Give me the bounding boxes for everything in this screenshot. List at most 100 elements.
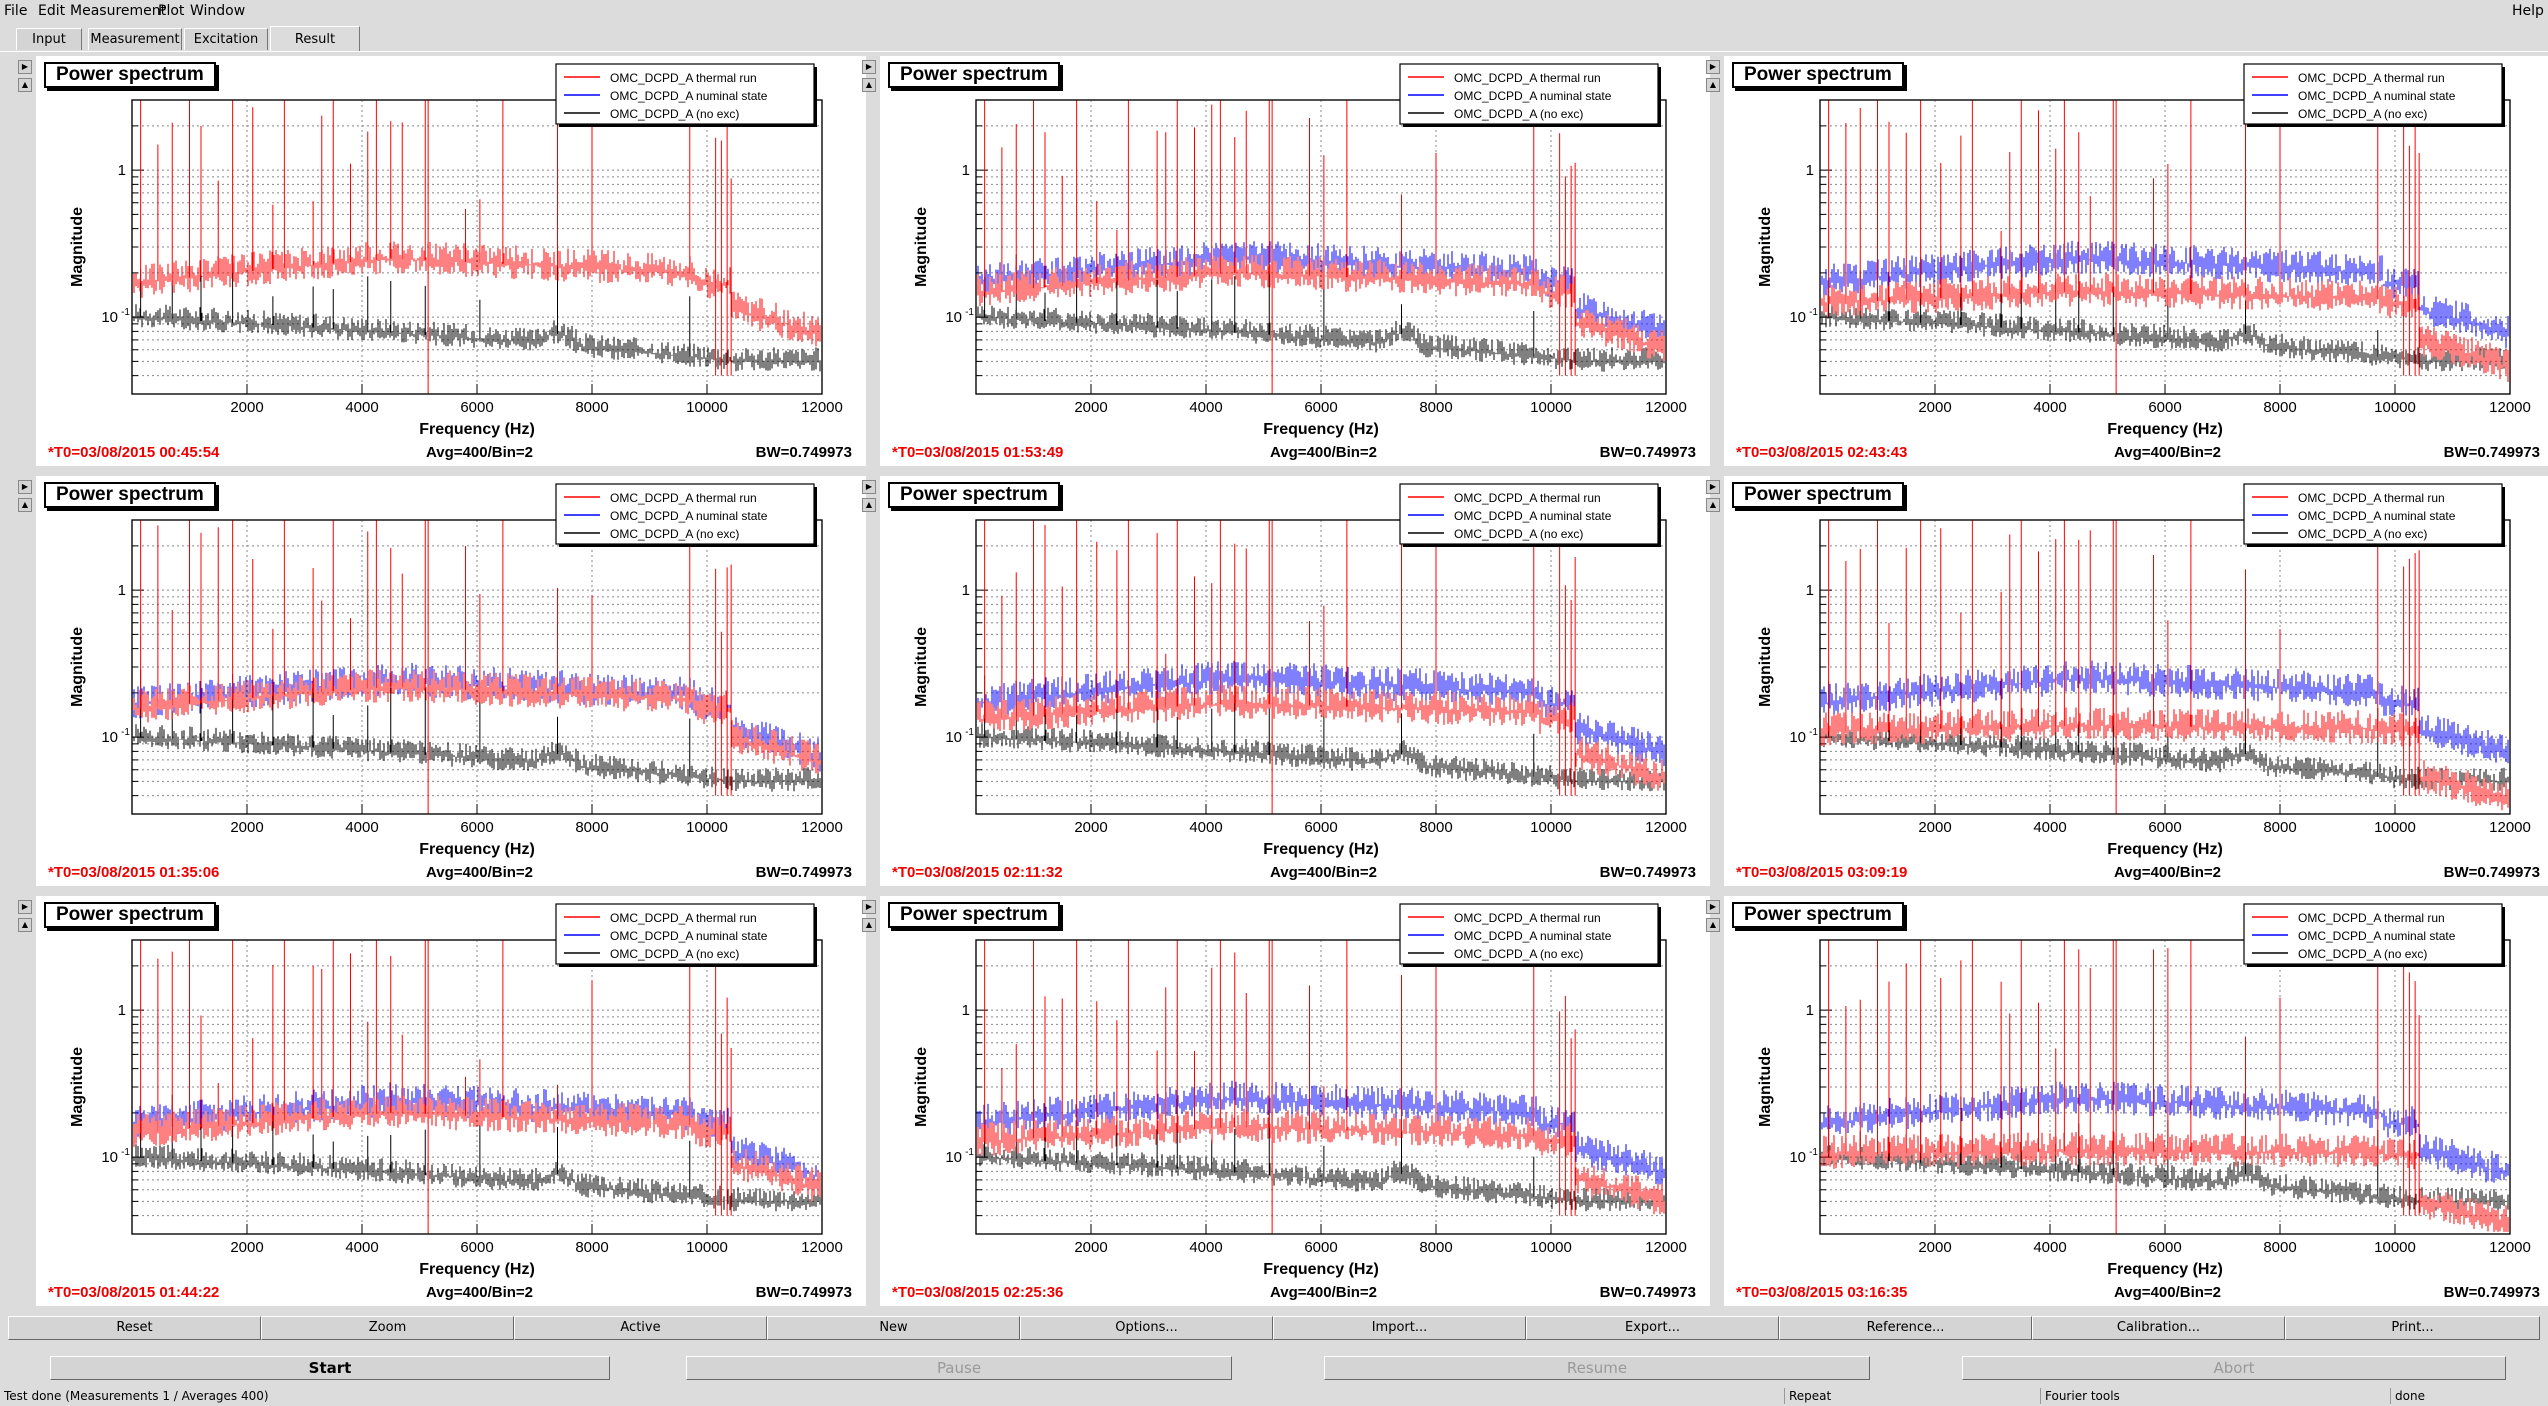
legend-label-noexc: OMC_DCPD_A (no exc) [610, 107, 739, 121]
abort-button[interactable]: Abort [1962, 1356, 2506, 1380]
t0-timestamp: *T0=03/08/2015 01:35:06 [48, 864, 220, 881]
zoom-button[interactable]: Zoom [261, 1316, 514, 1340]
arrow-up-icon[interactable]: ▲ [1706, 78, 1720, 92]
t0-timestamp: *T0=03/08/2015 03:09:19 [1736, 864, 1908, 881]
tab-measurement[interactable]: Measurement [88, 28, 182, 50]
power-spectrum-plot[interactable]: 2000 4000 6000 8000 10000 12000 1 10 -1 Frequency… [1724, 56, 2548, 444]
averages-info: Avg=400/Bin=2 [426, 1284, 533, 1301]
plot-panel[interactable]: Power spectrum 2000 4000 6000 8000 10000 12000… [880, 896, 1710, 1306]
power-spectrum-plot[interactable]: 2000 4000 6000 8000 10000 12000 1 10 -1 Frequency… [1724, 896, 2548, 1284]
arrow-right-icon[interactable]: ▶ [18, 480, 32, 494]
arrow-right-icon[interactable]: ▶ [862, 900, 876, 914]
menu-edit[interactable]: Edit [38, 3, 66, 19]
legend-label-thermal: OMC_DCPD_A thermal run [610, 911, 757, 925]
power-spectrum-plot[interactable]: 2000 4000 6000 8000 10000 12000 1 10 -1 Frequency… [1724, 476, 2548, 864]
x-axis-label: Frequency (Hz) [2107, 421, 2223, 438]
arrow-up-icon[interactable]: ▲ [18, 78, 32, 92]
arrow-up-icon[interactable]: ▲ [1706, 498, 1720, 512]
y-tick-label-0-1: 10 [101, 309, 118, 326]
menu-window[interactable]: Window [190, 3, 246, 19]
plot-panel[interactable]: Power spectrum 2000 4000 6000 8000 10000 12000… [1724, 56, 2548, 466]
x-tick-label: 2000 [1918, 819, 1951, 836]
arrow-up-icon[interactable]: ▲ [862, 498, 876, 512]
y-tick-label-exponent: -1 [121, 1147, 130, 1158]
panel-footer: *T0=03/08/2015 03:09:19 Avg=400/Bin=2 BW=0… [1724, 864, 2548, 884]
panel-arrow-group: ▶ ▲ [18, 900, 32, 936]
power-spectrum-plot[interactable]: 2000 4000 6000 8000 10000 12000 1 10 -1 Frequency… [880, 476, 1710, 864]
x-tick-label: 6000 [1304, 399, 1337, 416]
active-button[interactable]: Active [514, 1316, 767, 1340]
new-button[interactable]: New [767, 1316, 1020, 1340]
x-tick-label: 8000 [575, 399, 608, 416]
menu-help[interactable]: Help [2512, 3, 2544, 19]
x-tick-label: 12000 [801, 819, 843, 836]
panel-arrow-group: ▶ ▲ [18, 60, 32, 96]
plot-panel[interactable]: Power spectrum 2000 4000 6000 8000 10000 12000… [880, 476, 1710, 886]
power-spectrum-plot[interactable]: 2000 4000 6000 8000 10000 12000 1 10 -1 Frequency… [880, 56, 1710, 444]
tab-excitation[interactable]: Excitation [184, 28, 268, 50]
arrow-right-icon[interactable]: ▶ [18, 60, 32, 74]
reset-button[interactable]: Reset [8, 1316, 261, 1340]
plot-button-row: Reset Zoom Active New Options... Import.… [8, 1316, 2540, 1342]
power-spectrum-plot[interactable]: 2000 4000 6000 8000 10000 12000 1 10 -1 Frequency… [36, 476, 866, 864]
power-spectrum-plot[interactable]: 2000 4000 6000 8000 10000 12000 1 10 -1 Frequency… [36, 56, 866, 444]
x-tick-label: 8000 [2263, 1239, 2296, 1256]
legend-label-thermal: OMC_DCPD_A thermal run [1454, 491, 1601, 505]
plot-panel[interactable]: Power spectrum 2000 4000 6000 8000 10000 12000… [36, 476, 866, 886]
panel-arrow-group: ▶ ▲ [862, 900, 876, 936]
pause-button[interactable]: Pause [686, 1356, 1232, 1380]
power-spectrum-plot[interactable]: 2000 4000 6000 8000 10000 12000 1 10 -1 Frequency… [36, 896, 866, 1284]
menu-measurement[interactable]: Measurement [70, 3, 167, 19]
x-tick-label: 10000 [1530, 399, 1572, 416]
plot-panel[interactable]: Power spectrum 2000 4000 6000 8000 10000 12000… [1724, 896, 2548, 1306]
y-tick-label-1: 1 [118, 162, 126, 179]
panel-title: Power spectrum [44, 62, 216, 88]
x-tick-label: 10000 [686, 399, 728, 416]
x-tick-label: 12000 [2489, 399, 2531, 416]
resume-button[interactable]: Resume [1324, 1356, 1870, 1380]
print-button[interactable]: Print... [2285, 1316, 2540, 1340]
options-button[interactable]: Options... [1020, 1316, 1273, 1340]
import-button[interactable]: Import... [1273, 1316, 1526, 1340]
reference-button[interactable]: Reference... [1779, 1316, 2032, 1340]
y-axis-label: Magnitude [69, 1047, 86, 1127]
arrow-right-icon[interactable]: ▶ [1706, 60, 1720, 74]
legend-label-noexc: OMC_DCPD_A (no exc) [610, 947, 739, 961]
power-spectrum-plot[interactable]: 2000 4000 6000 8000 10000 12000 1 10 -1 Frequency… [880, 896, 1710, 1284]
arrow-right-icon[interactable]: ▶ [862, 480, 876, 494]
menu-file[interactable]: File [4, 3, 28, 19]
x-tick-label: 4000 [345, 819, 378, 836]
plot-panel[interactable]: Power spectrum 2000 4000 6000 8000 10000 12000… [880, 56, 1710, 466]
arrow-up-icon[interactable]: ▲ [862, 918, 876, 932]
x-tick-label: 4000 [1189, 399, 1222, 416]
arrow-up-icon[interactable]: ▲ [18, 498, 32, 512]
x-tick-label: 10000 [2374, 819, 2416, 836]
panel-title: Power spectrum [888, 482, 1060, 508]
x-tick-label: 4000 [1189, 819, 1222, 836]
menu-plot[interactable]: Plot [158, 3, 185, 19]
export-button[interactable]: Export... [1526, 1316, 1779, 1340]
x-tick-label: 2000 [230, 1239, 263, 1256]
panel-footer: *T0=03/08/2015 02:11:32 Avg=400/Bin=2 BW=0… [880, 864, 1710, 884]
arrow-up-icon[interactable]: ▲ [1706, 918, 1720, 932]
calibration-button[interactable]: Calibration... [2032, 1316, 2285, 1340]
x-tick-label: 8000 [2263, 819, 2296, 836]
arrow-right-icon[interactable]: ▶ [1706, 480, 1720, 494]
x-tick-label: 8000 [575, 1239, 608, 1256]
tab-result[interactable]: Result [270, 26, 360, 52]
arrow-up-icon[interactable]: ▲ [862, 78, 876, 92]
arrow-right-icon[interactable]: ▶ [18, 900, 32, 914]
plot-panel[interactable]: Power spectrum 2000 4000 6000 8000 10000 12000… [36, 56, 866, 466]
averages-info: Avg=400/Bin=2 [2114, 1284, 2221, 1301]
plot-panel[interactable]: Power spectrum 2000 4000 6000 8000 10000 12000… [36, 896, 866, 1306]
arrow-up-icon[interactable]: ▲ [18, 918, 32, 932]
arrow-right-icon[interactable]: ▶ [1706, 900, 1720, 914]
arrow-right-icon[interactable]: ▶ [862, 60, 876, 74]
panel-arrow-group: ▶ ▲ [1706, 900, 1720, 936]
plot-panel[interactable]: Power spectrum 2000 4000 6000 8000 10000 12000… [1724, 476, 2548, 886]
tab-input[interactable]: Input [16, 28, 82, 50]
start-button[interactable]: Start [50, 1356, 610, 1380]
y-tick-label-exponent: -1 [965, 307, 974, 318]
panel-title: Power spectrum [44, 902, 216, 928]
y-tick-label-0-1: 10 [1789, 729, 1806, 746]
